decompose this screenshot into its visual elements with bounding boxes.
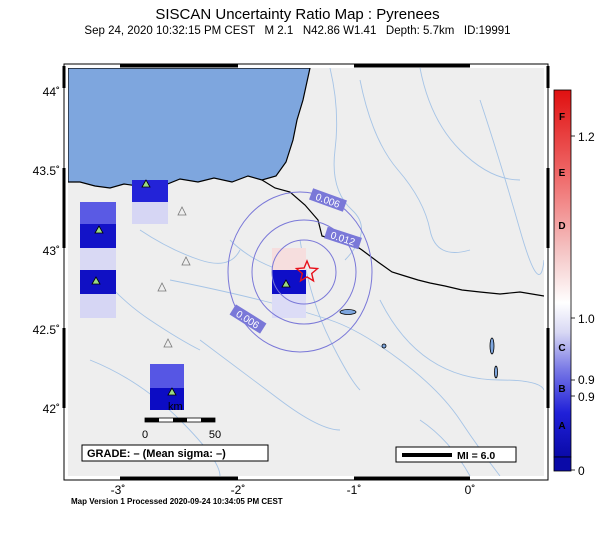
country-border bbox=[261, 179, 544, 297]
lon-label: -2˚ bbox=[231, 483, 246, 497]
sea-bay-of-biscay bbox=[68, 68, 311, 189]
latitude-labels: 44˚ 43.5˚ 43˚ 42.5˚ 42˚ bbox=[33, 85, 60, 416]
grade-text: GRADE: – (Mean sigma: –) bbox=[87, 448, 226, 460]
mi-text: MI = 6.0 bbox=[457, 450, 495, 462]
map-frame-ticks bbox=[62, 64, 550, 480]
colorbar-value: 1.2 bbox=[578, 130, 595, 144]
station-triangle bbox=[167, 387, 177, 396]
station-triangle bbox=[163, 338, 173, 348]
longitude-labels: -3˚ -2˚ -1˚ 0˚ bbox=[111, 483, 476, 497]
epicenter-star-icon bbox=[294, 259, 320, 283]
mi-box: MI = 6.0 bbox=[395, 446, 517, 463]
grade-label: A bbox=[558, 421, 565, 432]
station-triangle bbox=[94, 225, 104, 234]
lat-label: 43˚ bbox=[43, 244, 60, 258]
lat-label: 43.5˚ bbox=[33, 164, 60, 178]
lon-label: 0˚ bbox=[465, 483, 476, 497]
lat-label: 44˚ bbox=[43, 85, 60, 99]
colorbar-value: 0.9 bbox=[578, 373, 595, 387]
station-triangle bbox=[141, 179, 151, 188]
lon-label: -1˚ bbox=[347, 483, 362, 497]
scale-max: 50 bbox=[209, 429, 221, 441]
scale-unit: km bbox=[168, 401, 183, 413]
lat-label: 42.5˚ bbox=[33, 323, 60, 337]
station-triangle bbox=[91, 276, 101, 285]
grade-label: B bbox=[558, 384, 565, 395]
grade-label: E bbox=[559, 168, 566, 179]
station-triangle bbox=[177, 206, 187, 216]
map-footer: Map Version 1 Processed 2020-09-24 10:34… bbox=[71, 497, 283, 506]
station-triangle bbox=[281, 279, 291, 288]
scale-min: 0 bbox=[142, 429, 148, 441]
colorbar: F E D C B A 1.2 1.0 0.9 0.9 0 bbox=[553, 89, 595, 478]
lon-label: -3˚ bbox=[111, 483, 126, 497]
colorbar-value: 1.0 bbox=[578, 312, 595, 326]
map-title: SISCAN Uncertainty Ratio Map : Pyrenees bbox=[155, 6, 440, 23]
station-triangles bbox=[91, 179, 291, 396]
scale-bar: km 0 50 bbox=[142, 401, 221, 441]
colorbar-value: 0 bbox=[578, 464, 585, 478]
grade-box: GRADE: – (Mean sigma: –) bbox=[81, 444, 269, 462]
lakes bbox=[339, 309, 498, 379]
grade-label: F bbox=[559, 112, 565, 123]
grade-label: C bbox=[558, 343, 565, 354]
uncertainty-contours bbox=[227, 191, 373, 353]
grade-label: D bbox=[558, 221, 565, 232]
colorbar-value: 0.9 bbox=[578, 390, 595, 404]
event-subtitle: Sep 24, 2020 10:32:15 PM CEST M 2.1 N42.… bbox=[84, 25, 511, 37]
lat-label: 42˚ bbox=[43, 402, 60, 416]
station-triangle bbox=[157, 282, 167, 292]
station-triangle bbox=[181, 256, 191, 266]
